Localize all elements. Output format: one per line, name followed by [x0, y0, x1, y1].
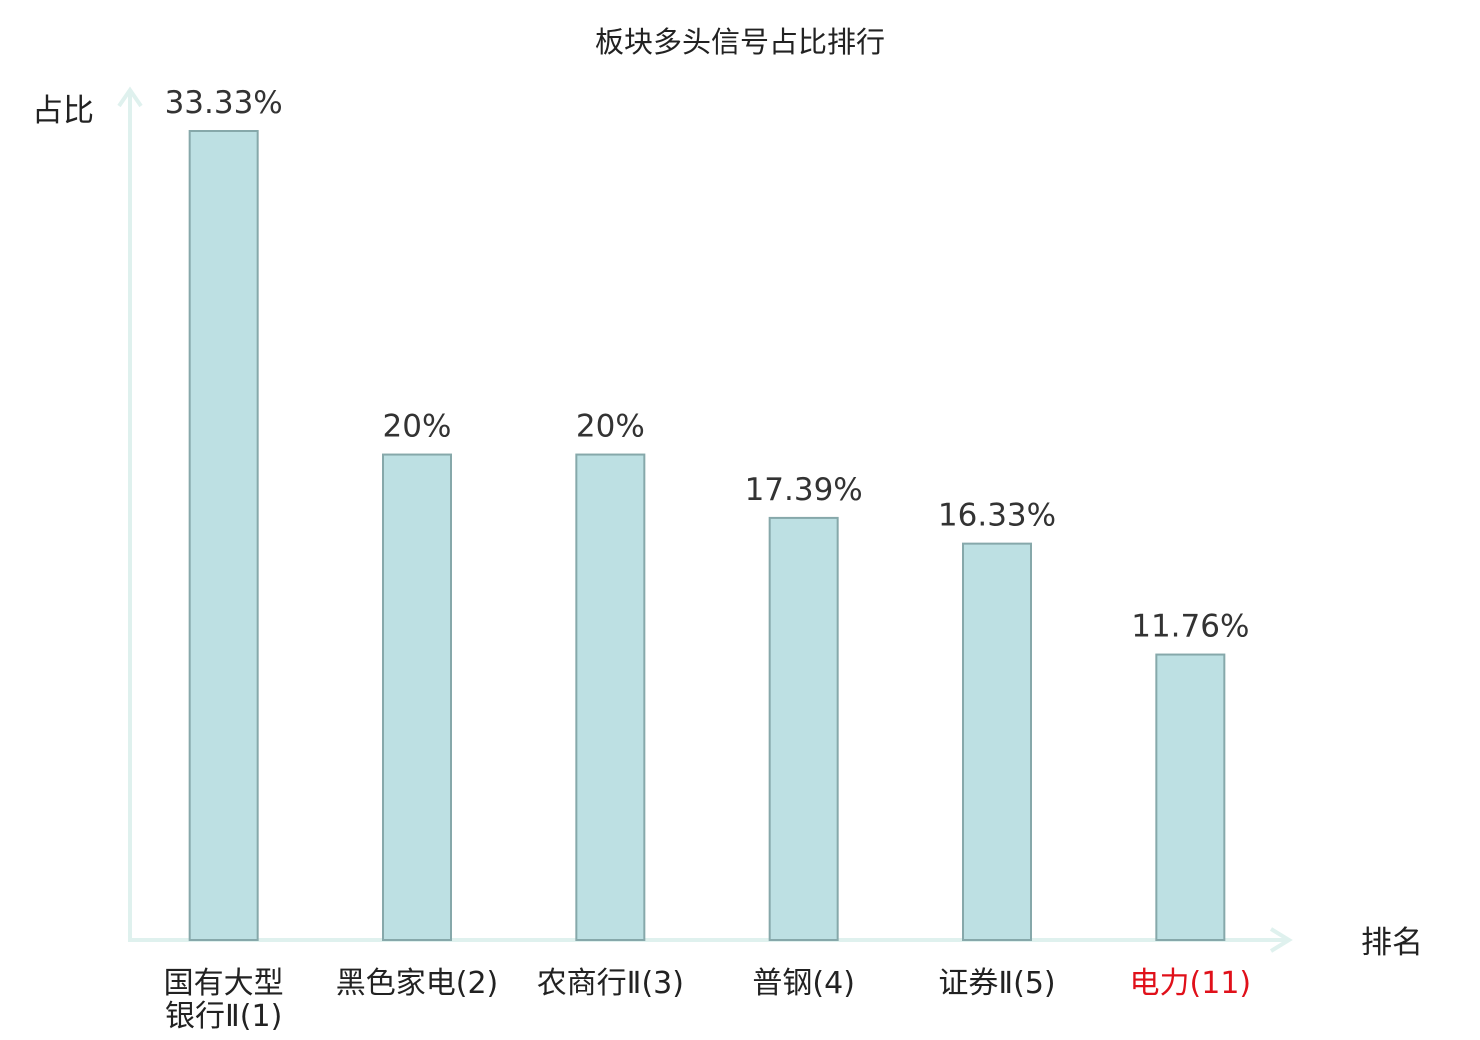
- category-label: 普钢(4): [752, 966, 855, 1001]
- bar: [1155, 653, 1226, 942]
- value-labels-group: 33.33% 20% 20% 17.39% 16.33% 11.76%: [165, 85, 1250, 645]
- bar-value-label: 33.33%: [165, 85, 283, 121]
- bar-value-label: 20%: [576, 409, 645, 445]
- bar: [575, 453, 646, 941]
- category-label: 农商行Ⅱ(3): [537, 966, 684, 1001]
- category-label: 黑色家电(2): [336, 966, 499, 1001]
- x-axis: [128, 927, 1293, 953]
- x-axis-title: 排名: [1361, 925, 1423, 961]
- category-label: 国有大型银行Ⅱ(1): [164, 966, 284, 1034]
- chart-title: 板块多头信号占比排行: [595, 25, 885, 59]
- y-axis-title: 占比: [32, 93, 94, 129]
- category-labels-group: 国有大型银行Ⅱ(1) 黑色家电(2) 农商行Ⅱ(3) 普钢(4) 证券Ⅱ(5) 电力(11…: [164, 966, 1251, 1034]
- bar-value-label: 16.33%: [938, 498, 1056, 534]
- x-axis-arrow: [1269, 927, 1293, 953]
- bar: [768, 516, 839, 941]
- y-axis: [117, 86, 143, 940]
- category-label: 电力(11): [1130, 966, 1252, 1001]
- bar-value-label: 20%: [383, 409, 452, 445]
- category-label: 证券Ⅱ(5): [938, 966, 1055, 1001]
- bars-group: [188, 130, 1226, 942]
- bar: [382, 453, 452, 941]
- bar: [962, 542, 1032, 942]
- y-axis-arrow: [117, 86, 143, 108]
- bar: [188, 130, 259, 941]
- bar-value-label: 17.39%: [745, 472, 863, 508]
- bar-value-label: 11.76%: [1131, 609, 1249, 645]
